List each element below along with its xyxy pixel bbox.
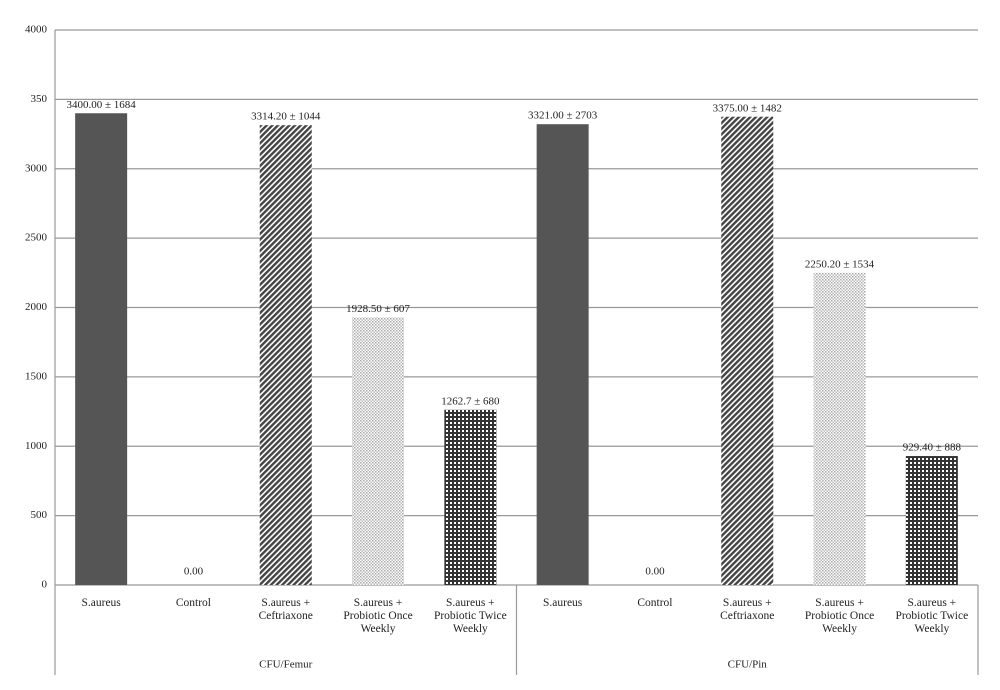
value-label: 3375.00 ± 1482 — [713, 102, 782, 114]
bar — [444, 409, 497, 585]
bar — [721, 116, 774, 585]
value-label: 3314.20 ± 1044 — [251, 111, 321, 123]
value-label: 0.00 — [184, 566, 204, 578]
y-tick-label: 4000 — [25, 24, 48, 36]
y-tick-label: 500 — [31, 509, 48, 521]
x-tick-label: S.aureus + Ceftriaxone — [720, 597, 775, 622]
value-label: 0.00 — [645, 566, 665, 578]
y-tick-label: 1000 — [25, 440, 48, 452]
bar — [75, 113, 128, 585]
x-tick-label: S.aureus — [81, 597, 121, 609]
bar — [905, 456, 958, 585]
x-tick-label: S.aureus + Probiotic Twice Weekly — [433, 597, 507, 635]
x-tick-label: S.aureus + Ceftriaxone — [258, 597, 313, 622]
y-tick-label: 350 — [31, 93, 48, 105]
value-label: 2250.20 ± 1534 — [805, 258, 875, 270]
bar — [536, 124, 589, 586]
x-tick-label: S.aureus + Probiotic Once Weekly — [804, 597, 875, 635]
bar — [259, 125, 312, 585]
value-label: 929.40 ± 888 — [903, 442, 962, 454]
x-tick-label: S.aureus — [542, 597, 583, 609]
value-label: 3321.00 ± 2703 — [528, 110, 598, 122]
group-label: CFU/Pin — [728, 659, 768, 671]
x-tick-label: Control — [637, 597, 673, 609]
group-label: CFU/Femur — [259, 659, 313, 671]
value-label: 1262.7 ± 680 — [441, 395, 500, 407]
y-tick-label: 3000 — [25, 162, 48, 174]
bar — [352, 317, 405, 585]
value-label: 1928.50 ± 607 — [346, 303, 410, 315]
y-tick-label: 2500 — [25, 232, 48, 244]
y-tick-label: 2000 — [25, 301, 48, 313]
y-tick-label: 0 — [42, 579, 48, 591]
y-tick-label: 1500 — [25, 370, 48, 382]
x-tick-label: Control — [175, 597, 211, 609]
bar — [813, 272, 866, 585]
x-tick-label: S.aureus + Probiotic Twice Weekly — [895, 597, 969, 635]
x-tick-label: S.aureus + Probiotic Once Weekly — [343, 597, 413, 635]
value-label: 3400.00 ± 1684 — [67, 99, 137, 111]
